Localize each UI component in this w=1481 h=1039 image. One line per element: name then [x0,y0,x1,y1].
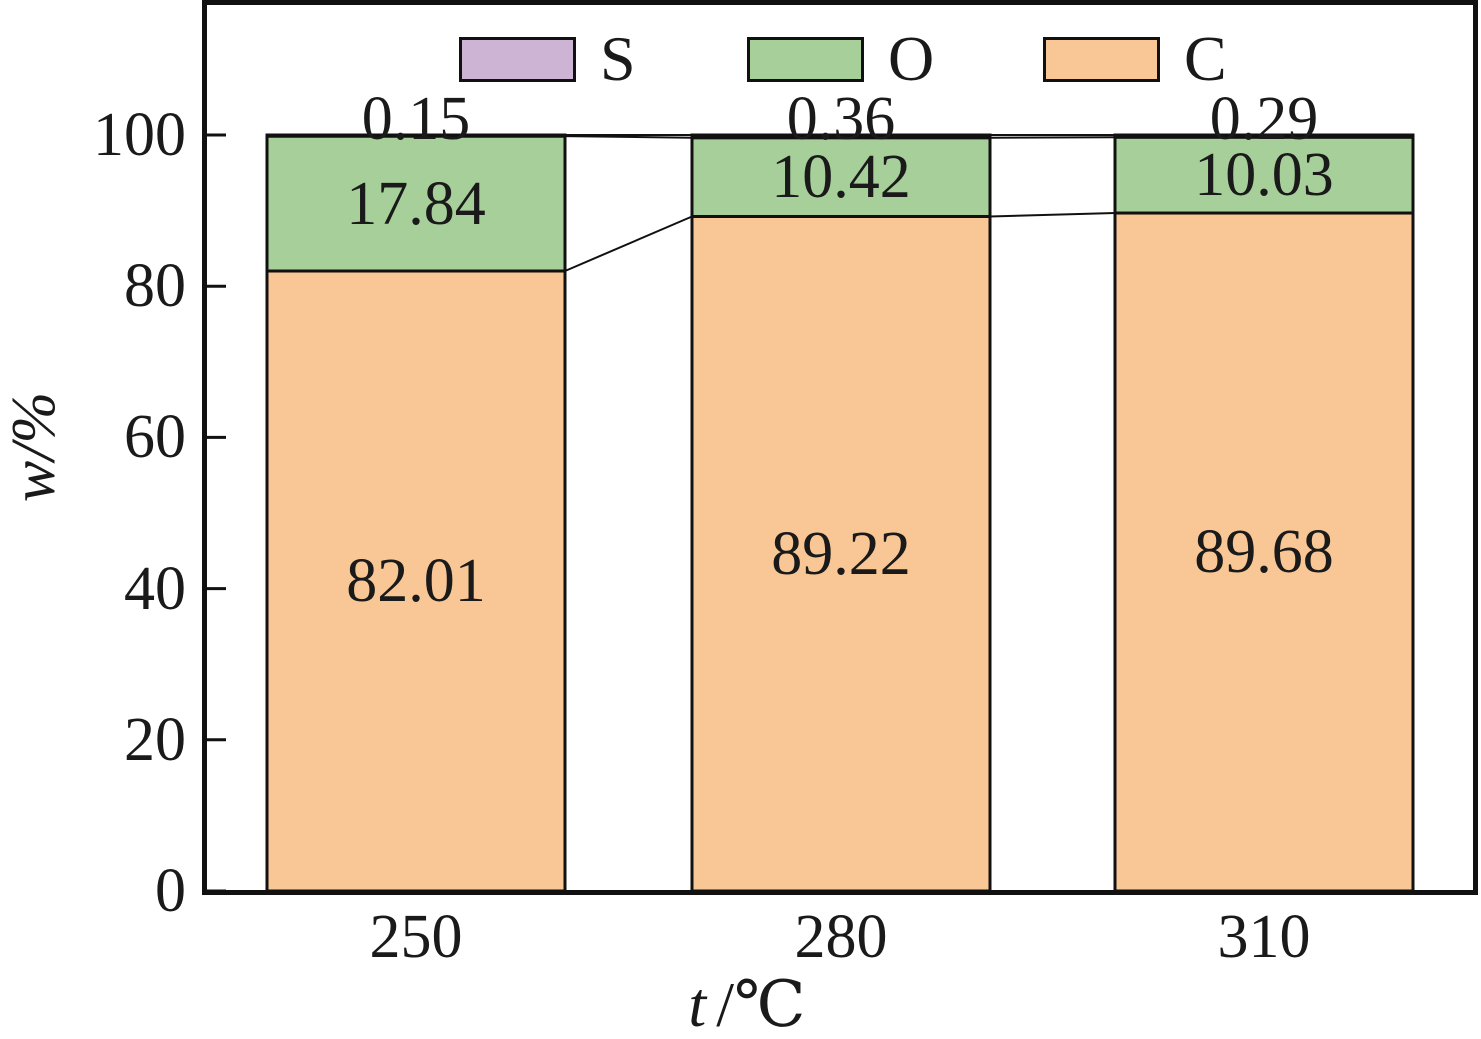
segment-connector-line [989,212,1116,218]
y-axis-unit: % [0,391,68,444]
x-axis-unit: ℃ [733,969,806,1039]
segment-connector-line [564,135,693,139]
bar-segment-s-310 [1113,133,1415,139]
bar-segment-s-250 [265,133,567,138]
x-axis-title: t/℃ [688,973,805,1037]
segment-connector-line [989,136,1116,139]
bar-segment-s-280 [690,133,992,140]
y-axis-separator: / [0,443,68,461]
bar-segment-o-310 [1113,135,1415,215]
plot-frame [202,0,1478,895]
segment-connector-line [564,215,693,272]
x-axis-variable: t [688,969,707,1039]
bar-segment-c-280 [690,214,992,893]
y-axis-variable: w [0,460,68,503]
bar-segment-c-310 [1113,211,1415,893]
bar-segment-c-250 [265,269,567,893]
x-axis-separator: / [716,969,734,1039]
bar-segment-o-280 [690,136,992,218]
y-axis-title: w/% [0,391,68,503]
bar-segment-o-250 [265,134,567,273]
